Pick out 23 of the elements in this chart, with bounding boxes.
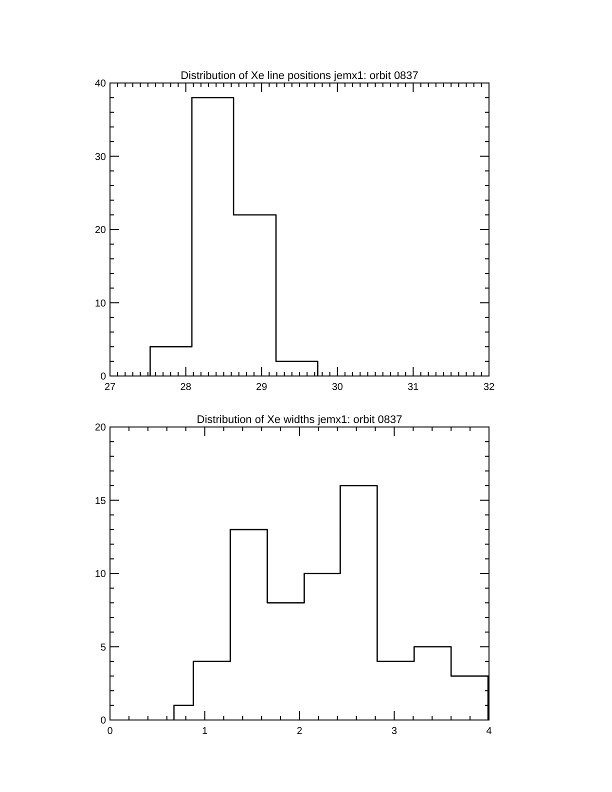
y-tick-label: 40 [94,78,106,90]
y-tick-label: 30 [94,152,106,163]
chart-title: Distribution of Xe line positions jemx1: orbit 0837 [180,70,418,82]
y-tick-label: 10 [94,298,106,310]
y-tick-label: 0 [100,372,106,382]
y-tick-label: 20 [94,225,106,236]
x-tick-label: 29 [256,382,268,393]
x-tick-label: 4 [486,726,492,737]
x-tick-label: 0 [107,726,114,737]
chart-title: Distribution of Xe widths jemx1: orbit 0837 [196,414,402,426]
x-tick-label: 3 [391,726,398,737]
x-tick-label: 27 [104,382,116,393]
y-tick-label: 10 [94,569,106,580]
x-tick-label: 1 [202,726,208,737]
y-tick-label: 15 [94,496,106,507]
y-tick-label: 0 [100,716,106,726]
y-tick-label: 20 [94,422,106,434]
x-tick-label: 2 [296,726,303,737]
x-tick-label: 28 [180,382,192,393]
y-tick-label: 5 [100,642,106,654]
x-tick-label: 31 [408,382,420,393]
x-tick-label: 32 [483,382,495,393]
x-tick-label: 30 [332,382,344,393]
